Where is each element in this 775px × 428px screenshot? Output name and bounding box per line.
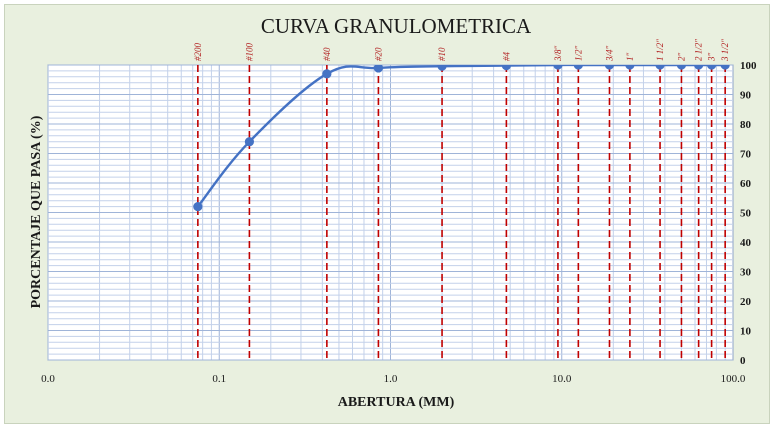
sieve-label: 3": [707, 53, 717, 63]
y-tick-label: 100: [740, 60, 757, 72]
y-tick-label: 70: [740, 149, 752, 161]
data-point: [322, 69, 332, 79]
sieve-label: 1": [625, 53, 635, 62]
x-tick-labels: 0.0 0.1 1.0 10.0 100.0: [41, 373, 746, 385]
data-point: [573, 65, 583, 70]
data-point: [553, 65, 563, 70]
y-tick-label: 10: [740, 326, 752, 338]
data-point: [604, 65, 615, 70]
sieve-label: #40: [322, 47, 332, 61]
data-point: [707, 65, 717, 70]
y-tick-label: 60: [740, 178, 752, 190]
x-tick-label: 0.1: [212, 373, 226, 385]
sieve-label: #4: [501, 52, 511, 62]
x-tick-label: 10.0: [552, 373, 572, 385]
data-point: [373, 65, 384, 73]
y-tick-label: 90: [740, 90, 752, 102]
sieve-label: 3/4": [604, 45, 614, 62]
sieve-label: 3/8": [553, 45, 563, 62]
grid-lines: [47, 64, 733, 361]
y-tick-label: 20: [740, 296, 752, 308]
y-tick-label: 80: [740, 119, 752, 131]
sieve-lines: #200 #100 #40 #20 #10 #4 3/8" 1/2" 3/4" 1" 1 1/2" 2…: [193, 39, 730, 360]
data-point: [501, 65, 511, 71]
curve-series: [193, 65, 730, 212]
sieve-label: #200: [193, 43, 203, 62]
sieve-label: 1/2": [573, 45, 583, 61]
sieve-label: 2 1/2": [694, 39, 704, 61]
x-tick-label: 1.0: [384, 373, 398, 385]
y-tick-labels: 0 10 20 30 40 50 60 70 80 90 100: [740, 60, 757, 367]
sieve-label: #10: [437, 47, 447, 61]
data-point: [720, 65, 730, 70]
y-axis-title: PORCENTAJE QUE PASA (%): [29, 115, 44, 308]
data-point: [437, 65, 447, 71]
sieve-label: #20: [373, 47, 383, 61]
x-axis-title: ABERTURA (MM): [338, 395, 455, 410]
y-tick-label: 0: [740, 355, 746, 367]
data-point: [625, 65, 635, 70]
y-tick-label: 30: [740, 267, 752, 279]
data-point: [193, 202, 203, 212]
sieve-label: 1 1/2": [655, 39, 665, 61]
x-tick-label: 0.0: [41, 373, 55, 385]
sieve-label: 3 1/2": [720, 39, 730, 62]
y-tick-label: 40: [740, 237, 752, 249]
data-point: [244, 137, 255, 147]
x-tick-label: 100.0: [721, 373, 746, 385]
data-point: [676, 65, 687, 70]
y-tick-label: 50: [740, 208, 752, 220]
sieve-label: #100: [244, 43, 254, 62]
chart-title: CURVA GRANULOMETRICA: [261, 14, 532, 38]
data-point: [655, 65, 665, 70]
sieve-label: 2": [676, 53, 686, 62]
data-point: [694, 65, 704, 70]
